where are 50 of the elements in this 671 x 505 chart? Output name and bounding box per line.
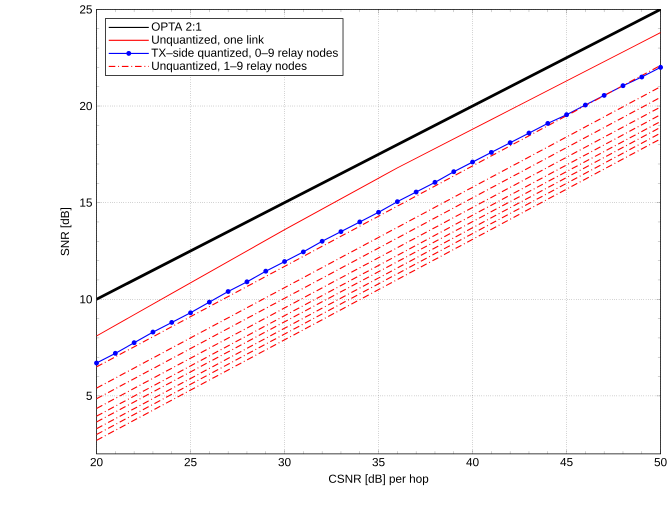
- point: [206, 300, 212, 305]
- point: [132, 340, 137, 346]
- x-tick-label: 50: [654, 458, 667, 466]
- point: [376, 210, 381, 215]
- point: [545, 121, 550, 126]
- point: [564, 112, 570, 118]
- point: [414, 190, 419, 195]
- point: [602, 93, 607, 98]
- point: [320, 238, 325, 244]
- point: [639, 74, 644, 80]
- point: [470, 160, 476, 165]
- y-tick-label: 20: [80, 102, 92, 110]
- point: [338, 229, 344, 234]
- point: [488, 150, 494, 155]
- x-tick-label: 25: [184, 458, 197, 466]
- y-tick-label: 10: [80, 295, 92, 304]
- x-tick-label: 40: [466, 458, 479, 466]
- legend-label: Unquantized, 1–9 relay nodes: [152, 61, 307, 72]
- point: [451, 169, 456, 174]
- x-tick-label: 45: [560, 458, 573, 466]
- point: [620, 83, 626, 88]
- x-tick-label: 20: [90, 458, 103, 466]
- point: [244, 280, 250, 284]
- line-series: [96, 32, 661, 337]
- point: [112, 351, 118, 356]
- legend-label: TX–side quantized, 0–9 relay nodes: [151, 48, 338, 60]
- point: [432, 180, 438, 185]
- y-tick-label: 5: [86, 392, 92, 400]
- point: [169, 320, 174, 326]
- point: [526, 130, 532, 136]
- point: [658, 65, 664, 70]
- point: [94, 360, 99, 366]
- point: [357, 220, 362, 225]
- point: [226, 289, 231, 294]
- y-tick-label: 15: [80, 198, 92, 207]
- point: [263, 268, 268, 274]
- point: [508, 140, 513, 146]
- y-axis-title: SNR [dB]: [60, 208, 72, 256]
- point: [582, 102, 588, 108]
- point: [188, 310, 193, 316]
- x-axis-title: CSNR [dB] per hop: [328, 474, 428, 486]
- y-tick-label: 25: [80, 5, 92, 14]
- x-tick-label: 30: [278, 458, 291, 466]
- point: [150, 330, 156, 335]
- x-tick-label: 35: [372, 458, 385, 466]
- point: [282, 259, 287, 264]
- legend-label: OPTA 2:1: [152, 22, 202, 31]
- point: [394, 199, 400, 204]
- legend-label: Unquantized, one link: [152, 35, 264, 46]
- point: [300, 250, 306, 254]
